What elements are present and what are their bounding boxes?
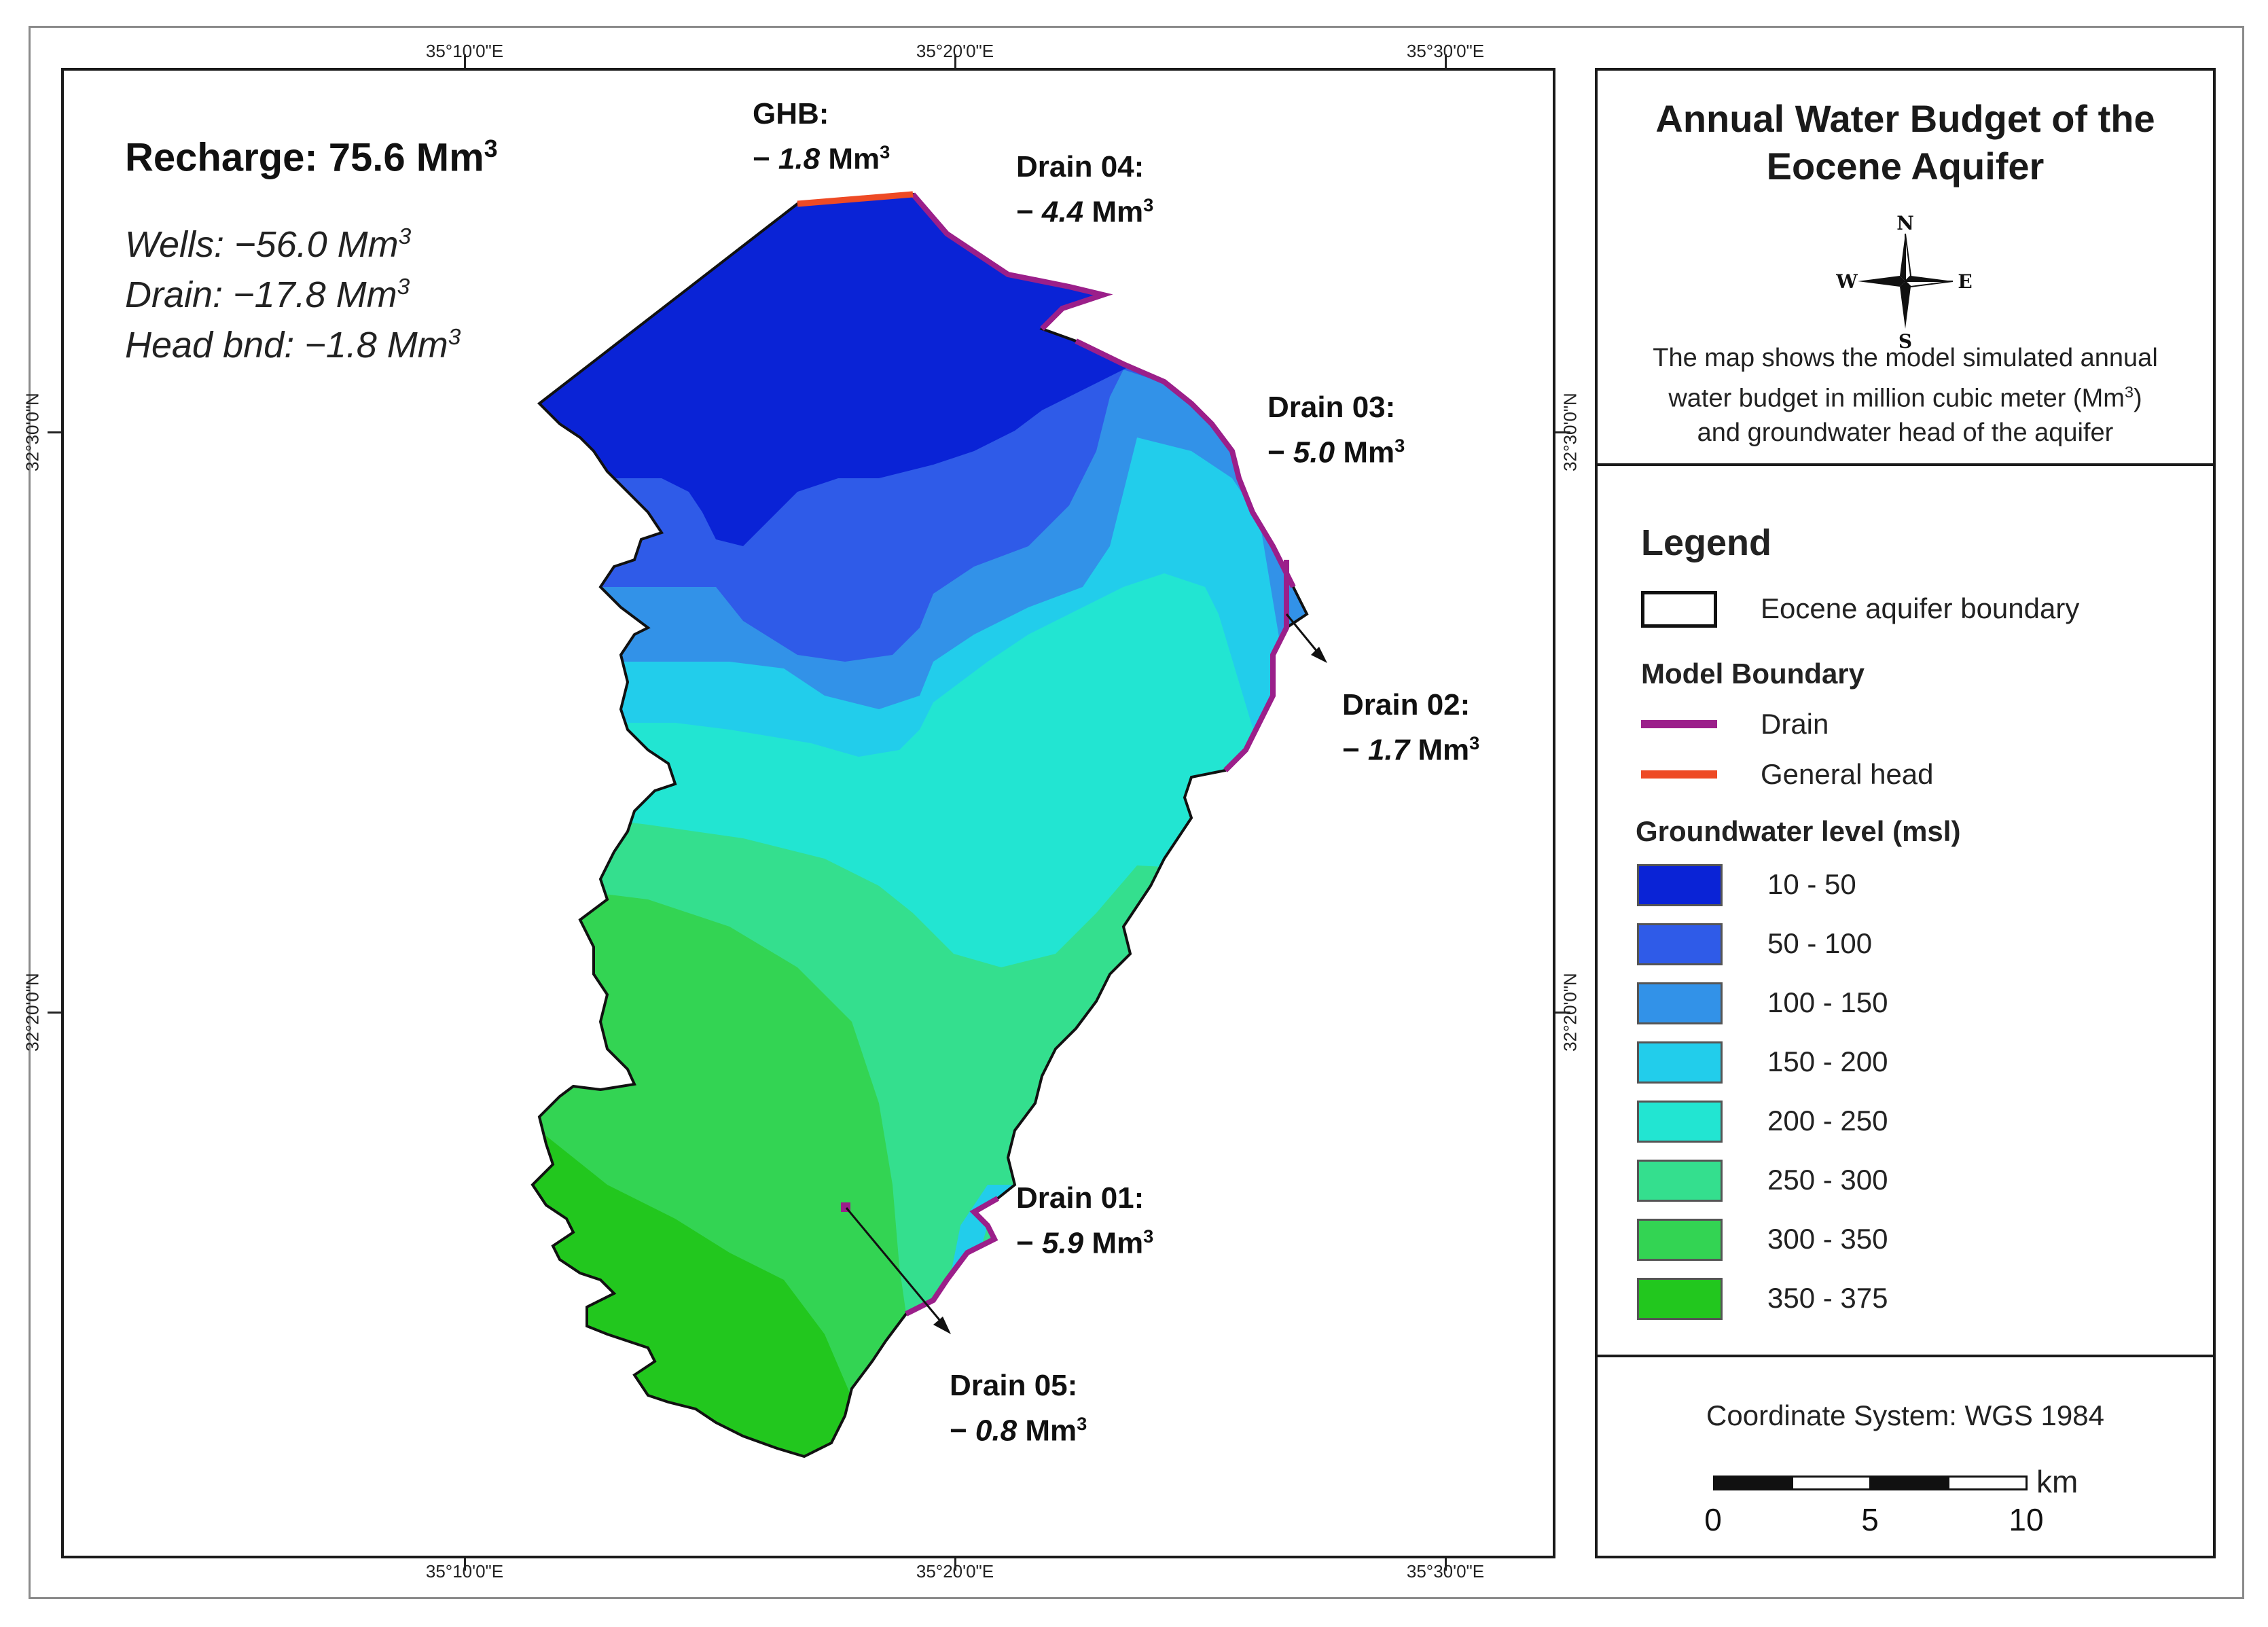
compass-n: N — [1896, 213, 1914, 234]
scale-unit: km — [2036, 1464, 2078, 1499]
drain-05-label: Drain 05: − 0.8 Mm3 — [950, 1369, 1087, 1448]
drain-budget: Drain: −17.8 Mm3 — [125, 274, 410, 315]
legend-class-label: 350 - 375 — [1767, 1282, 1888, 1314]
graticule-tick — [48, 1012, 62, 1014]
map-title: Annual Water Budget of the Eocene Aquife… — [1655, 97, 2155, 187]
drain-swatch — [1641, 720, 1717, 728]
graticule-tick — [954, 54, 956, 69]
drain-01-line — [905, 1196, 999, 1317]
legend-class-label: 10 - 50 — [1767, 868, 1856, 900]
north-arrow-icon: N S W E — [1835, 213, 1972, 349]
legend-class-label: 50 - 100 — [1767, 927, 1873, 959]
drain-01-label: Drain 01: − 5.9 Mm3 — [1016, 1181, 1154, 1260]
drain-05-arrowhead — [933, 1317, 951, 1334]
drain-03-label: Drain 03: − 5.0 Mm3 — [1267, 391, 1405, 469]
graticule-left-label: 32°20'0"N — [22, 973, 43, 1052]
map-frame — [61, 68, 1555, 1558]
legend-class-swatch — [1637, 864, 1723, 906]
coordinate-system: Coordinate System: WGS 1984 — [1706, 1399, 2104, 1431]
legend-class-label: 100 - 150 — [1767, 986, 1888, 1018]
graticule-tick — [48, 431, 62, 433]
graticule-left-label: 32°30'0"N — [22, 393, 43, 471]
legend-class-swatch — [1637, 982, 1723, 1024]
legend-class-swatch — [1637, 1101, 1723, 1143]
legend-title: Legend — [1641, 522, 1772, 563]
panel-divider — [1598, 463, 2213, 466]
legend-general-head: General head — [1761, 758, 1934, 790]
drain-04-label: Drain 04: − 4.4 Mm3 — [1016, 150, 1154, 229]
legend-class-swatch — [1637, 1160, 1723, 1202]
figure-border — [29, 26, 2244, 1599]
graticule-tick — [1445, 54, 1447, 69]
scale-bar-segment — [1869, 1476, 1949, 1490]
general-head-line — [797, 191, 914, 207]
map-info-panel: Annual Water Budget of the Eocene Aquife… — [1595, 68, 2216, 1558]
compass-w: W — [1835, 270, 1858, 293]
map-description: The map shows the model simulated annual… — [1653, 344, 2158, 447]
scale-label: 0 — [1704, 1502, 1722, 1537]
legend-class-swatch — [1637, 1278, 1723, 1320]
legend-drain: Drain — [1761, 708, 1829, 740]
drain-04-line — [910, 192, 1113, 331]
drain-02-label: Drain 02: − 1.7 Mm3 — [1342, 688, 1480, 767]
legend-class-label: 300 - 350 — [1767, 1223, 1888, 1255]
graticule-tick — [954, 1556, 956, 1571]
compass-e: E — [1958, 270, 1972, 293]
graticule-tick — [464, 54, 466, 69]
scale-bar-segment — [1947, 1476, 2028, 1490]
head-boundary-budget: Head bnd: −1.8 Mm3 — [125, 325, 461, 365]
scale-label: 10 — [2009, 1502, 2044, 1537]
legend-class-label: 150 - 200 — [1767, 1045, 1888, 1077]
model-boundary-title: Model Boundary — [1641, 658, 1865, 690]
groundwater-level-title: Groundwater level (msl) — [1636, 815, 1961, 847]
wells-budget: Wells: −56.0 Mm3 — [125, 224, 412, 265]
recharge-label: Recharge: 75.6 Mm3 — [125, 135, 498, 180]
compass-s: S — [1898, 330, 1912, 349]
legend-class-label: 200 - 250 — [1767, 1105, 1888, 1137]
aquifer-boundary-swatch — [1641, 591, 1717, 628]
scale-label: 5 — [1861, 1502, 1879, 1537]
graticule-tick — [1555, 1012, 1570, 1014]
drain-02-line — [1223, 560, 1289, 772]
legend-class-swatch — [1637, 923, 1723, 965]
graticule-tick — [1445, 1556, 1447, 1571]
aquifer-map — [531, 191, 1327, 1458]
legend-class-swatch — [1637, 1041, 1723, 1084]
legend-aquifer-boundary: Eocene aquifer boundary — [1761, 592, 2080, 624]
drain-03-line — [1075, 338, 1296, 588]
graticule-tick — [1555, 431, 1570, 433]
drain-02-arrowhead — [1311, 647, 1327, 663]
zone-10-50 — [533, 194, 1307, 546]
scale-bar-segment — [1791, 1476, 1871, 1490]
ghb-label: GHB: − 1.8 Mm3 — [753, 97, 890, 176]
legend-class-label: 250 - 300 — [1767, 1164, 1888, 1196]
drain-05-leader — [845, 1207, 941, 1321]
general-head-swatch — [1641, 770, 1717, 779]
drain-02-leader — [1285, 613, 1318, 652]
graticule-tick — [464, 1556, 466, 1571]
panel-divider — [1598, 1355, 2213, 1357]
legend-class-swatch — [1637, 1219, 1723, 1261]
scale-bar-segment — [1713, 1476, 1793, 1490]
